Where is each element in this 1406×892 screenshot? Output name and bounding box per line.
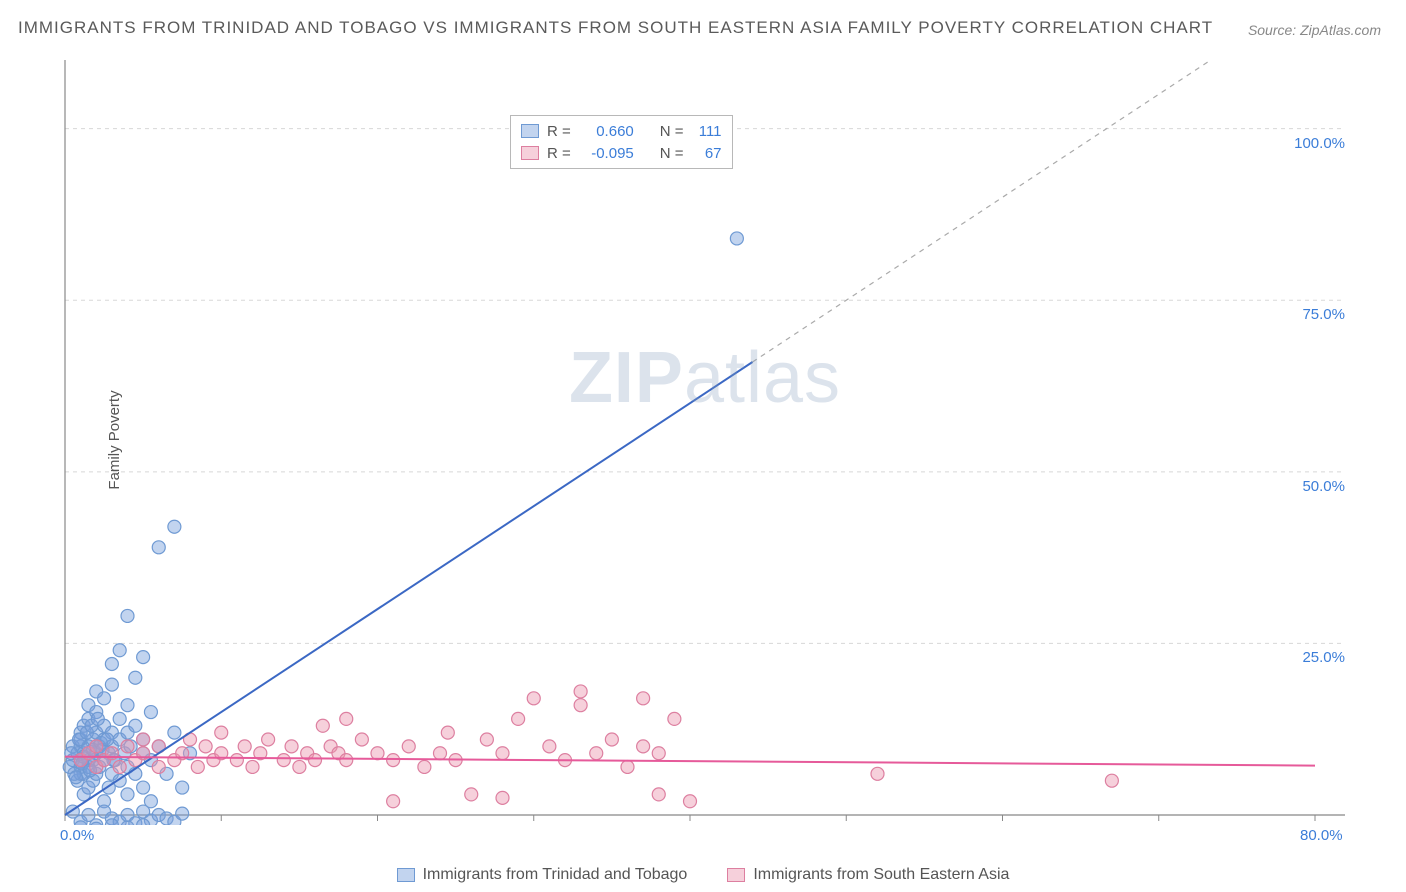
y-tick-label: 25.0% [1302, 649, 1345, 666]
legend-swatch-icon [521, 124, 539, 138]
series-legend: Immigrants from Trinidad and Tobago Immi… [0, 866, 1406, 884]
source-attribution: Source: ZipAtlas.com [1248, 22, 1381, 38]
legend-label: Immigrants from Trinidad and Tobago [423, 866, 688, 884]
x-tick-label: 80.0% [1300, 827, 1343, 844]
chart-container: Family Poverty ZIPatlas R =0.660N =111R … [55, 55, 1355, 825]
scatter-plot-svg [55, 55, 1355, 825]
y-tick-label: 75.0% [1302, 306, 1345, 323]
y-tick-label: 100.0% [1294, 135, 1345, 152]
legend-swatch-icon [397, 868, 415, 882]
correlation-row: R =-0.095N =67 [521, 142, 722, 164]
legend-label: Immigrants from South Eastern Asia [753, 866, 1009, 884]
legend-item-series-0: Immigrants from Trinidad and Tobago [397, 866, 688, 884]
legend-swatch-icon [727, 868, 745, 882]
y-tick-label: 50.0% [1302, 478, 1345, 495]
correlation-row: R =0.660N =111 [521, 120, 722, 142]
correlation-legend: R =0.660N =111R =-0.095N =67 [510, 115, 733, 169]
legend-swatch-icon [521, 146, 539, 160]
chart-title: IMMIGRANTS FROM TRINIDAD AND TOBAGO VS I… [18, 18, 1213, 38]
x-tick-label: 0.0% [60, 827, 94, 844]
legend-item-series-1: Immigrants from South Eastern Asia [727, 866, 1009, 884]
